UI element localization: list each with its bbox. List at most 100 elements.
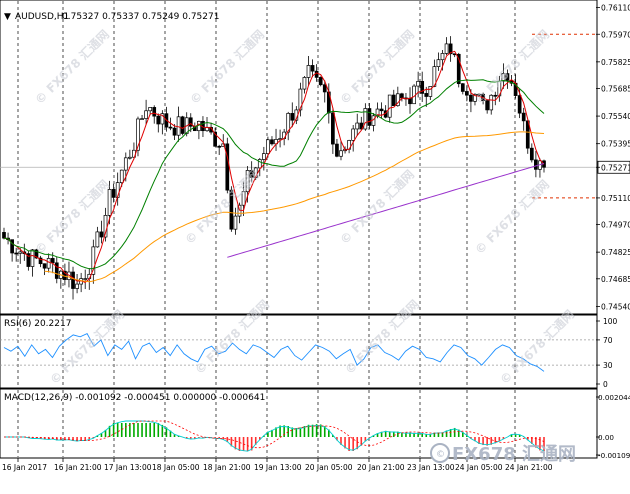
candle-body bbox=[318, 77, 323, 86]
candle-body bbox=[168, 126, 173, 129]
time-tick-label: 17 Jan 13:00 bbox=[104, 463, 152, 472]
candle-body bbox=[355, 122, 360, 130]
price-tick-label: 0.75395 bbox=[601, 140, 630, 149]
symbol-label: AUDUSD,H1 bbox=[15, 12, 69, 22]
candle-body bbox=[302, 77, 307, 90]
candle-body bbox=[534, 159, 538, 170]
time-tick-label: 16 Jan 2017 bbox=[2, 463, 47, 472]
price-panel-frame bbox=[0, 0, 598, 315]
price-panel: 0.76110 0.75970 0.75825 0.75685 0.75540 0.753… bbox=[0, 0, 630, 315]
candle-body bbox=[521, 112, 526, 122]
candle-body bbox=[266, 139, 270, 154]
header-arrow-icon: ▼ bbox=[4, 12, 11, 22]
candle-body bbox=[339, 150, 343, 157]
brand-logo-icon bbox=[430, 443, 450, 463]
candle-body bbox=[176, 116, 181, 136]
candle-body bbox=[241, 191, 246, 206]
candle-body bbox=[42, 263, 47, 269]
candle-body bbox=[107, 189, 112, 216]
candles bbox=[2, 36, 546, 300]
macd-tick-label: -0.001092 bbox=[598, 451, 630, 460]
candle-body bbox=[148, 107, 153, 112]
price-tick-label: 0.74970 bbox=[601, 221, 630, 230]
rsi-panel: 100 70 30 0 RSI(6) 20.2217 bbox=[0, 314, 618, 389]
candle-body bbox=[136, 118, 140, 151]
candle-body bbox=[517, 95, 522, 114]
rsi-grid bbox=[0, 316, 596, 387]
candle-body bbox=[38, 257, 43, 265]
candle-body bbox=[416, 80, 420, 87]
price-tick-label: 0.74540 bbox=[601, 302, 630, 311]
candle-body bbox=[249, 170, 254, 178]
long-moving-average-line bbox=[227, 163, 545, 258]
candle-body bbox=[322, 84, 327, 93]
candle-body bbox=[54, 262, 59, 279]
candle-body bbox=[188, 117, 193, 127]
chart-header: ▼ AUDUSD,H1 0.75327 0.75337 0.75249 0.75… bbox=[4, 12, 219, 22]
price-tick-label: 0.75540 bbox=[601, 112, 630, 121]
candle-body bbox=[473, 93, 477, 102]
candle-body bbox=[395, 93, 400, 107]
candle-body bbox=[119, 169, 124, 183]
time-tick-label: 18 Jan 21:00 bbox=[203, 463, 251, 472]
candle-body bbox=[465, 91, 469, 96]
candle-body bbox=[367, 108, 372, 126]
candle-body bbox=[83, 278, 88, 280]
candle-body bbox=[10, 239, 14, 254]
candle-body bbox=[387, 94, 392, 118]
candle-body bbox=[310, 65, 315, 72]
candle-body bbox=[469, 94, 473, 102]
fast-moving-average-line bbox=[3, 50, 545, 283]
price-tick-label: 0.76110 bbox=[601, 4, 630, 13]
price-tick-label: 0.75685 bbox=[601, 84, 630, 93]
time-axis: 16 Jan 2017 16 Jan 21:00 17 Jan 13:00 18 Ja… bbox=[2, 458, 553, 472]
candle-body bbox=[359, 122, 364, 130]
brand-badge: © FX678 汇通网 bbox=[430, 443, 576, 465]
macd-tick-label: 0.00 bbox=[598, 433, 614, 442]
price-tick-label: 0.75970 bbox=[601, 30, 630, 39]
time-tick-label: 18 Jan 05:00 bbox=[152, 463, 200, 472]
candle-body bbox=[152, 107, 157, 117]
candle-body bbox=[448, 43, 453, 55]
candle-body bbox=[460, 83, 465, 92]
candle-body bbox=[444, 43, 449, 54]
candle-body bbox=[95, 231, 100, 248]
candle-body bbox=[351, 128, 356, 141]
price-tick-label: 0.74685 bbox=[601, 275, 630, 284]
candle-body bbox=[286, 113, 291, 133]
candle-body bbox=[261, 153, 266, 160]
candle-body bbox=[314, 70, 319, 78]
rsi-y-axis: 100 70 30 0 bbox=[596, 317, 618, 389]
candle-body bbox=[99, 231, 104, 238]
price-tick-label: 0.75110 bbox=[601, 194, 630, 203]
candle-body bbox=[229, 189, 234, 230]
price-tick-label: 0.75271 bbox=[601, 163, 630, 172]
candle-body bbox=[156, 115, 161, 125]
candle-body bbox=[436, 59, 441, 67]
price-grid bbox=[17, 1, 516, 313]
rsi-tick-label: 70 bbox=[603, 336, 613, 345]
candle-body bbox=[14, 252, 19, 255]
slow-moving-average-line bbox=[44, 131, 545, 283]
time-tick-label: 24 Jan 05:00 bbox=[455, 463, 503, 472]
rsi-line-group bbox=[3, 333, 545, 372]
candle-body bbox=[245, 170, 250, 193]
candle-body bbox=[485, 100, 490, 111]
candle-body bbox=[91, 246, 96, 275]
candle-body bbox=[233, 215, 238, 230]
candle-body bbox=[298, 88, 303, 111]
macd-y-axis: 0.002044 0.00 -0.001092 bbox=[596, 393, 630, 460]
macd-panel-frame bbox=[0, 388, 598, 459]
macd-line bbox=[4, 420, 545, 452]
time-tick-label: 23 Jan 13:00 bbox=[407, 463, 455, 472]
time-tick-label: 19 Jan 13:00 bbox=[254, 463, 302, 472]
candle-body bbox=[400, 93, 404, 99]
candle-body bbox=[71, 271, 75, 289]
candle-body bbox=[2, 232, 6, 239]
medium-moving-average-line bbox=[3, 79, 545, 270]
candle-body bbox=[50, 258, 55, 264]
candle-body bbox=[160, 113, 165, 125]
candle-body bbox=[34, 249, 39, 259]
